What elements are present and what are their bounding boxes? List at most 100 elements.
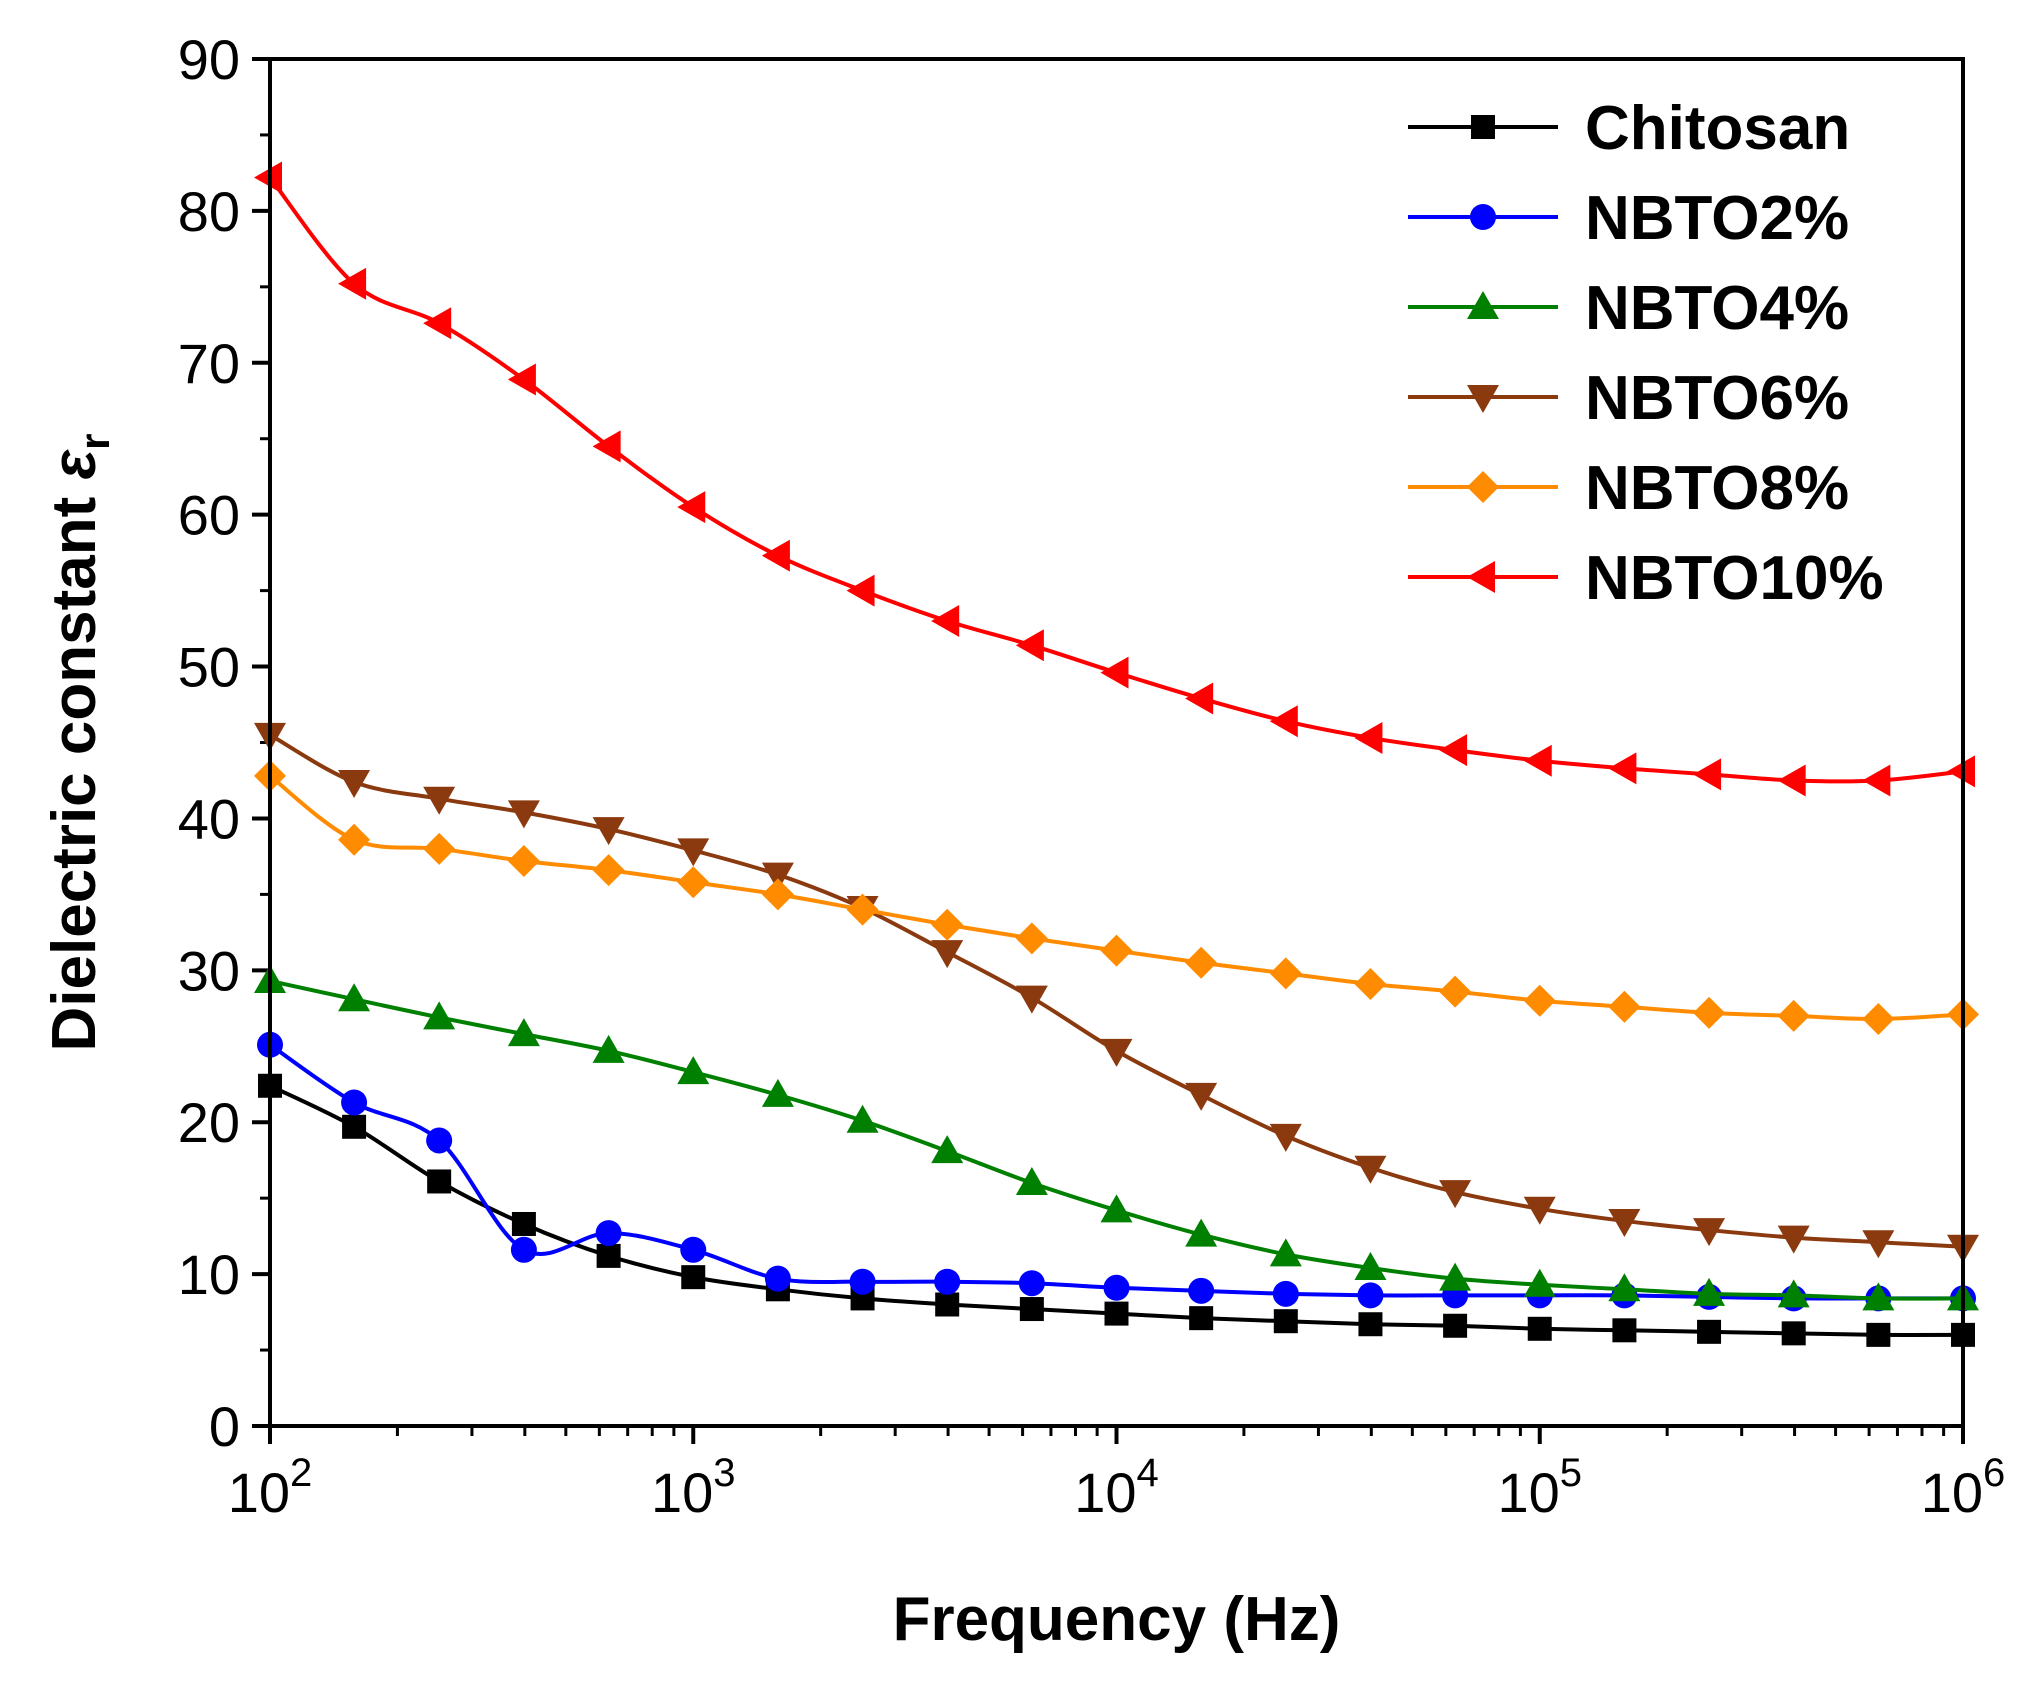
- x-tick-base: 10: [1921, 1461, 1983, 1524]
- data-point-nbto6: [1269, 1123, 1302, 1152]
- x-tick-label: 106: [1921, 1451, 2006, 1524]
- data-point-chitosan: [1866, 1322, 1891, 1347]
- data-point-chitosan: [596, 1243, 621, 1268]
- data-point-nbto2: [934, 1268, 961, 1295]
- data-point-nbto2: [510, 1236, 537, 1263]
- data-point-nbto8: [1693, 996, 1726, 1029]
- data-point-chitosan: [1104, 1301, 1129, 1326]
- data-point-nbto2: [1357, 1282, 1384, 1309]
- legend-marker-nbto6: [1467, 385, 1499, 413]
- data-point-nbto8: [1100, 934, 1133, 967]
- data-point-nbto6: [338, 769, 371, 798]
- y-tick-label: 30: [178, 939, 240, 1002]
- data-point-nbto8: [507, 844, 540, 877]
- data-point-nbto6: [931, 940, 964, 969]
- data-point-nbto2: [426, 1127, 453, 1154]
- data-point-chitosan: [935, 1292, 960, 1317]
- y-tick-label: 40: [178, 787, 240, 850]
- data-point-nbto6: [1185, 1082, 1218, 1111]
- y-tick-label: 80: [178, 180, 240, 243]
- data-point-nbto6: [592, 817, 625, 846]
- data-point-nbto4: [1100, 1194, 1133, 1223]
- legend-entry-nbto6: NBTO6%: [1408, 364, 1849, 433]
- series-nbto4: [254, 964, 1979, 1311]
- data-point-nbto10: [677, 491, 706, 524]
- data-point-nbto10: [338, 267, 367, 300]
- y-tick-label: 90: [178, 28, 240, 91]
- data-point-nbto6: [1608, 1208, 1641, 1237]
- legend-entry-nbto4: NBTO4%: [1408, 274, 1849, 343]
- data-point-chitosan: [1612, 1318, 1637, 1343]
- data-point-nbto4: [761, 1078, 794, 1107]
- y-axis-title-subscript: r: [71, 434, 118, 450]
- data-point-nbto6: [677, 838, 710, 867]
- x-tick-base: 10: [651, 1461, 713, 1524]
- data-point-nbto2: [595, 1220, 622, 1247]
- data-point-nbto6: [423, 786, 456, 815]
- y-axis-title: Dielectric constant εr: [40, 434, 118, 1052]
- x-tick-base: 10: [1074, 1461, 1136, 1524]
- data-point-nbto8: [423, 832, 456, 865]
- data-point-nbto4: [846, 1104, 879, 1133]
- data-point-nbto4: [1269, 1238, 1302, 1267]
- data-point-nbto8: [1185, 946, 1218, 979]
- data-point-nbto4: [677, 1056, 710, 1085]
- data-point-nbto2: [1018, 1270, 1045, 1297]
- x-tick-exponent: 4: [1137, 1451, 1159, 1495]
- x-tick-exponent: 6: [1983, 1451, 2005, 1495]
- y-tick-labels: 0 10 20 30 40 50 60 70 80 90: [178, 28, 240, 1458]
- legend: Chitosan NBTO2% NBTO4% NBTO6% NBTO8% NBTO10%: [1408, 94, 1884, 613]
- y-tick-label: 10: [178, 1243, 240, 1306]
- x-axis-title: Frequency (Hz): [893, 1585, 1341, 1654]
- data-point-nbto10: [1185, 682, 1214, 715]
- data-point-nbto2: [764, 1265, 791, 1292]
- x-tick-label: 102: [228, 1451, 313, 1524]
- x-tick-label: 104: [1074, 1451, 1159, 1524]
- legend-entry-nbto10: NBTO10%: [1408, 544, 1884, 613]
- data-point-nbto8: [677, 866, 710, 899]
- data-point-nbto8: [1777, 999, 1810, 1032]
- data-point-chitosan: [1273, 1309, 1298, 1334]
- data-point-nbto2: [680, 1236, 707, 1263]
- data-point-nbto6: [1354, 1155, 1387, 1184]
- data-point-nbto2: [341, 1089, 368, 1116]
- x-tick-labels: 102 103 104 105 106: [228, 1451, 2006, 1524]
- data-point-nbto6: [1693, 1218, 1726, 1247]
- legend-label-nbto8: NBTO8%: [1585, 454, 1849, 523]
- data-point-nbto4: [423, 1001, 456, 1030]
- y-tick-label: 50: [178, 636, 240, 699]
- data-point-nbto4: [592, 1034, 625, 1063]
- series-nbto8: [254, 759, 1979, 1035]
- data-point-nbto6: [761, 862, 794, 891]
- data-point-nbto4: [1777, 1279, 1810, 1308]
- data-point-nbto8: [592, 854, 625, 887]
- data-point-nbto4: [1862, 1282, 1895, 1311]
- data-point-nbto8: [1523, 984, 1556, 1017]
- data-point-chitosan: [1527, 1316, 1552, 1341]
- data-point-nbto8: [846, 893, 879, 926]
- legend-marker-nbto4: [1467, 291, 1499, 319]
- data-point-chitosan: [1189, 1306, 1214, 1331]
- data-point-nbto8: [1862, 1002, 1895, 1035]
- data-point-nbto8: [931, 908, 964, 941]
- x-tick-label: 105: [1497, 1451, 1582, 1524]
- data-point-chitosan: [1697, 1319, 1722, 1344]
- series-nbto6: [254, 722, 1979, 1263]
- data-point-nbto8: [1269, 957, 1302, 990]
- data-point-nbto8: [1354, 968, 1387, 1001]
- data-point-chitosan: [511, 1211, 536, 1236]
- legend-entry-nbto2: NBTO2%: [1408, 184, 1849, 253]
- data-point-nbto2: [1188, 1277, 1215, 1304]
- data-point-nbto10: [1777, 764, 1806, 797]
- data-point-nbto10: [1523, 744, 1552, 777]
- data-point-nbto6: [507, 800, 540, 829]
- series-chitosan: [258, 1073, 1975, 1347]
- data-point-nbto10: [1015, 629, 1044, 662]
- data-point-nbto6: [1100, 1038, 1133, 1067]
- data-point-nbto6: [1777, 1225, 1810, 1254]
- y-tick-label: 70: [178, 332, 240, 395]
- data-point-nbto4: [1354, 1252, 1387, 1281]
- data-point-nbto2: [1103, 1274, 1130, 1301]
- data-point-nbto4: [507, 1018, 540, 1047]
- data-point-nbto6: [1439, 1180, 1472, 1209]
